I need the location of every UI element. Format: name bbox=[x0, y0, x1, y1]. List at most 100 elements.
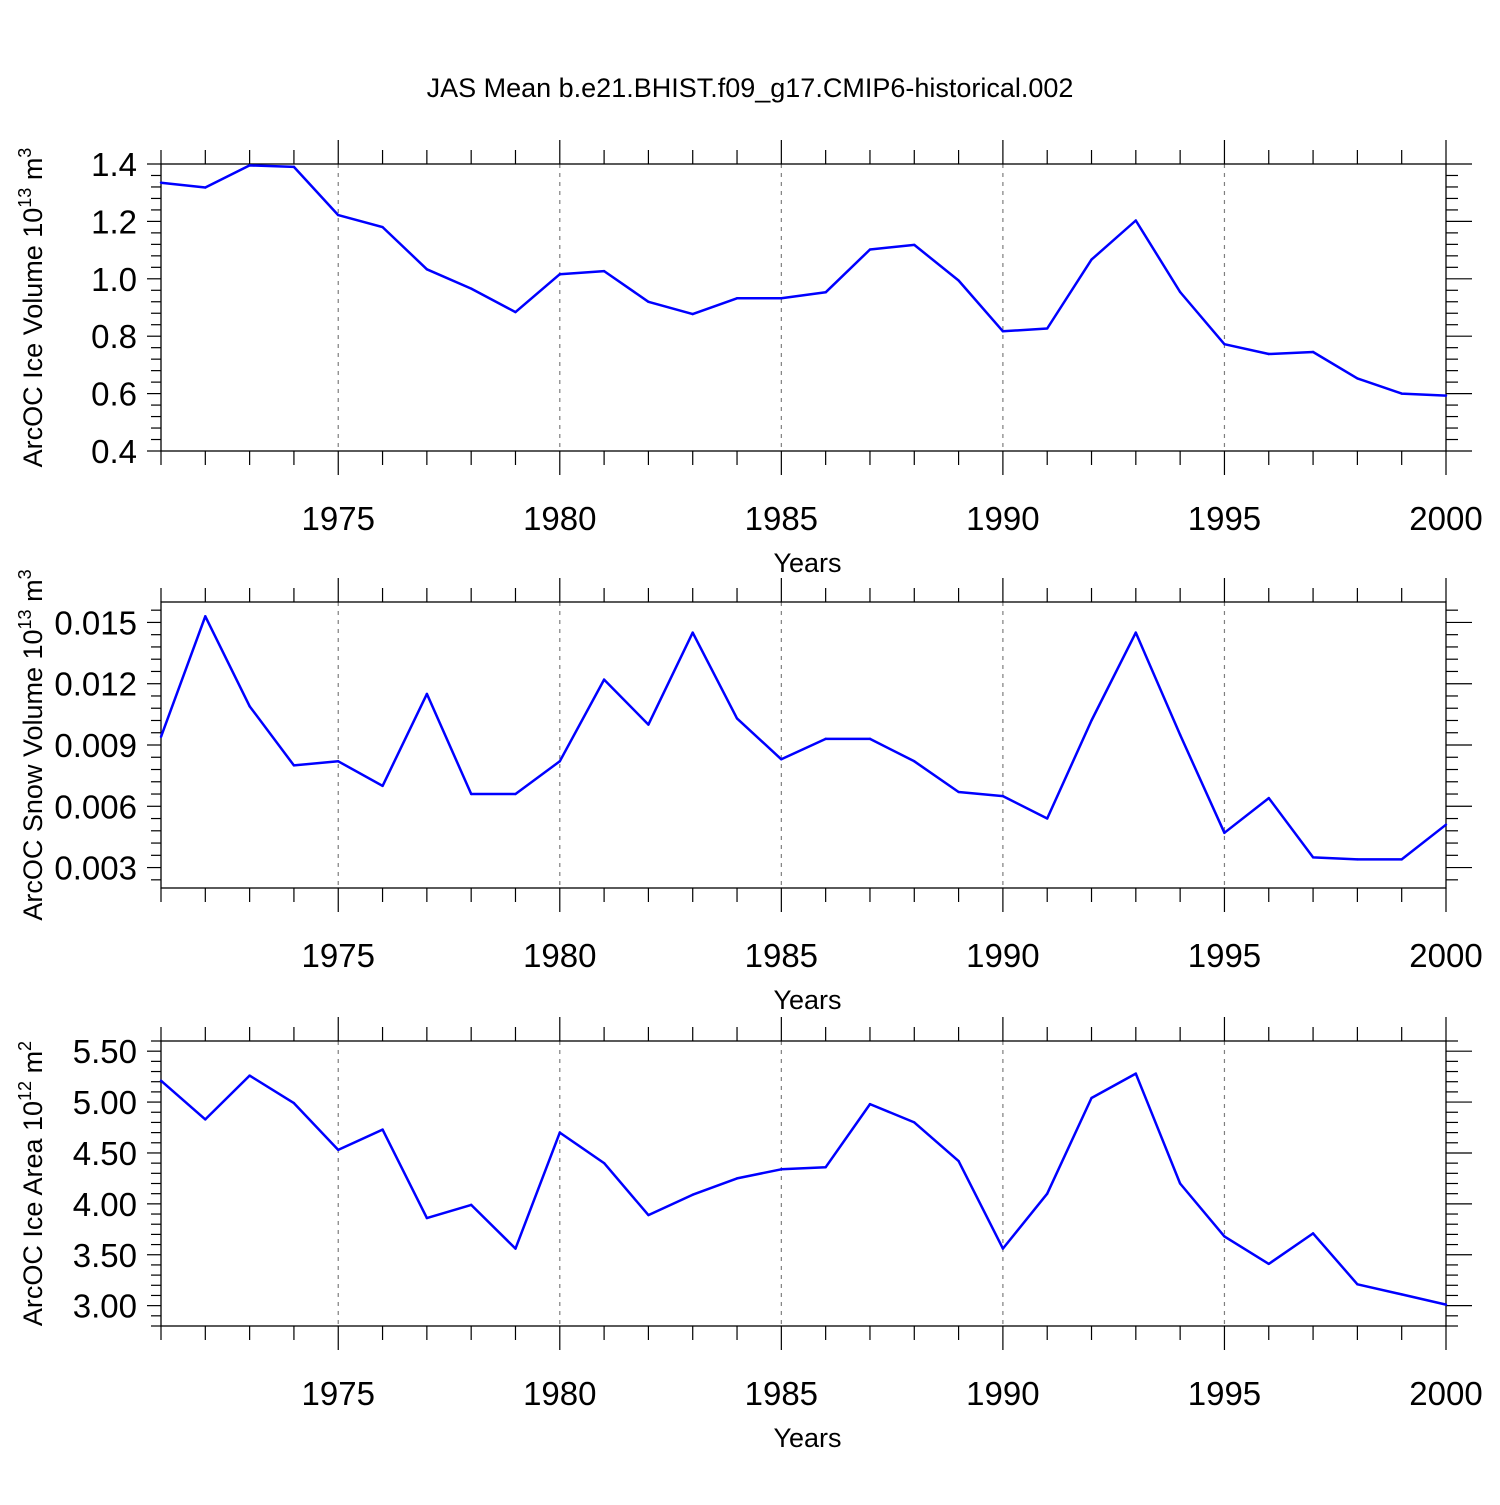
x-tick-label-1985: 1985 bbox=[745, 937, 818, 974]
y-axis-label-unit-exponent: 2 bbox=[15, 1041, 35, 1051]
data-point-1978 bbox=[469, 287, 473, 290]
series-line bbox=[160, 1072, 1447, 1306]
data-point-1997 bbox=[1311, 1232, 1315, 1235]
data-point-1984 bbox=[735, 297, 739, 300]
x-tick-label-1975: 1975 bbox=[302, 500, 375, 537]
data-point-1993 bbox=[1134, 219, 1138, 222]
data-point-1971 bbox=[159, 181, 163, 184]
data-point-1989 bbox=[957, 790, 960, 794]
data-point-1974 bbox=[292, 165, 296, 169]
data-point-1984 bbox=[735, 717, 739, 720]
y-tick-label-5.50: 5.50 bbox=[73, 1033, 137, 1070]
data-point-1980 bbox=[558, 1131, 561, 1134]
data-point-1985 bbox=[780, 758, 783, 761]
y-axis-label: ArcOC Ice Area 1012 m2 bbox=[15, 1041, 48, 1326]
y-axis-label-unit: m bbox=[18, 1051, 48, 1081]
y-tick-label-0.012: 0.012 bbox=[54, 666, 137, 703]
data-point-1980 bbox=[558, 760, 561, 763]
data-point-1980 bbox=[558, 273, 561, 276]
data-point-1981 bbox=[602, 678, 606, 681]
data-point-1986 bbox=[824, 737, 827, 741]
data-point-1974 bbox=[292, 1101, 296, 1105]
data-point-2000 bbox=[1444, 394, 1448, 397]
data-point-1990 bbox=[1001, 794, 1005, 798]
x-tick-label-1990: 1990 bbox=[966, 500, 1039, 537]
data-point-1992 bbox=[1090, 1096, 1093, 1100]
data-point-1981 bbox=[602, 1161, 606, 1165]
y-axis-label-unit: m bbox=[18, 158, 48, 188]
x-tick-label-1985: 1985 bbox=[745, 500, 818, 537]
data-point-1973 bbox=[248, 1074, 251, 1077]
data-point-1996 bbox=[1267, 352, 1270, 356]
data-point-1994 bbox=[1178, 290, 1182, 294]
x-tick-label-2000: 2000 bbox=[1409, 500, 1482, 537]
x-axis-label: Years bbox=[773, 1423, 841, 1453]
data-point-2000 bbox=[1444, 823, 1448, 826]
data-point-1992 bbox=[1090, 719, 1093, 722]
data-point-1996 bbox=[1267, 1262, 1270, 1266]
data-point-1982 bbox=[647, 1213, 650, 1217]
data-point-1995 bbox=[1223, 1235, 1226, 1238]
data-point-1982 bbox=[647, 723, 650, 726]
data-point-1973 bbox=[248, 164, 251, 167]
data-point-1978 bbox=[469, 1203, 473, 1207]
x-tick-label-1980: 1980 bbox=[523, 500, 596, 537]
data-point-1995 bbox=[1223, 343, 1226, 346]
figure-title: JAS Mean b.e21.BHIST.f09_g17.CMIP6-histo… bbox=[427, 73, 1074, 103]
data-point-1994 bbox=[1178, 733, 1182, 736]
data-point-1983 bbox=[691, 631, 694, 634]
panel-2: 1975 1980 1985 1990 1995 2000 Years 0.003 0.006 0… bbox=[15, 569, 1483, 1015]
data-point-1983 bbox=[691, 312, 694, 316]
y-axis-label: ArcOC Snow Volume 1013 m3 bbox=[15, 569, 48, 920]
data-point-1982 bbox=[647, 300, 650, 303]
y-axis-label-exponent: 13 bbox=[15, 609, 35, 629]
data-point-1996 bbox=[1267, 796, 1270, 800]
data-point-1988 bbox=[913, 760, 916, 763]
data-point-1995 bbox=[1223, 831, 1226, 835]
x-tick-label-1990: 1990 bbox=[966, 1375, 1039, 1412]
x-axis-label: Years bbox=[773, 985, 841, 1015]
data-point-1999 bbox=[1400, 392, 1403, 395]
data-point-1997 bbox=[1311, 856, 1315, 859]
y-axis-label-exponent: 12 bbox=[15, 1081, 35, 1101]
y-tick-label-0.009: 0.009 bbox=[54, 727, 137, 764]
y-tick-label-0.6: 0.6 bbox=[91, 376, 137, 413]
y-tick-label-5.00: 5.00 bbox=[73, 1084, 137, 1121]
y-axis-label-main: ArcOC Ice Area 10 bbox=[18, 1101, 48, 1326]
data-point-1988 bbox=[913, 243, 916, 247]
data-point-1975 bbox=[337, 213, 340, 217]
x-tick-label-1995: 1995 bbox=[1188, 500, 1261, 537]
x-tick-label-1975: 1975 bbox=[302, 1375, 375, 1412]
data-point-1990 bbox=[1001, 330, 1005, 333]
data-point-1976 bbox=[381, 225, 384, 229]
data-point-1999 bbox=[1400, 1293, 1403, 1296]
panel-3: 1975 1980 1985 1990 1995 2000 Years 3.00 3.50 4.0… bbox=[15, 1017, 1483, 1453]
y-tick-label-1.4: 1.4 bbox=[91, 146, 137, 183]
data-point-2000 bbox=[1444, 1303, 1448, 1306]
data-point-1997 bbox=[1311, 350, 1315, 354]
y-axis-label: ArcOC Ice Volume 1013 m3 bbox=[15, 148, 48, 468]
data-point-1984 bbox=[735, 1177, 739, 1180]
x-tick-label-2000: 2000 bbox=[1409, 1375, 1482, 1412]
data-point-1978 bbox=[469, 792, 473, 796]
series-line bbox=[160, 164, 1447, 397]
data-point-1977 bbox=[425, 692, 429, 696]
y-tick-label-1.0: 1.0 bbox=[91, 261, 137, 298]
y-tick-label-1.2: 1.2 bbox=[91, 203, 137, 240]
data-point-1976 bbox=[381, 784, 384, 788]
x-tick-label-1980: 1980 bbox=[523, 1375, 596, 1412]
series-line bbox=[159, 615, 1447, 861]
x-tick-label-1980: 1980 bbox=[523, 937, 596, 974]
y-axis-label-exponent: 13 bbox=[15, 188, 35, 208]
y-tick-label-0.006: 0.006 bbox=[54, 788, 137, 825]
y-axis-label-unit: m bbox=[18, 579, 48, 609]
y-tick-label-3.00: 3.00 bbox=[73, 1288, 137, 1325]
data-point-1998 bbox=[1356, 858, 1359, 861]
y-tick-label-4.50: 4.50 bbox=[73, 1135, 137, 1172]
y-tick-label-0.4: 0.4 bbox=[91, 433, 137, 470]
data-point-1986 bbox=[824, 1166, 827, 1169]
y-tick-label-0.015: 0.015 bbox=[54, 604, 137, 641]
data-point-1972 bbox=[204, 615, 207, 618]
